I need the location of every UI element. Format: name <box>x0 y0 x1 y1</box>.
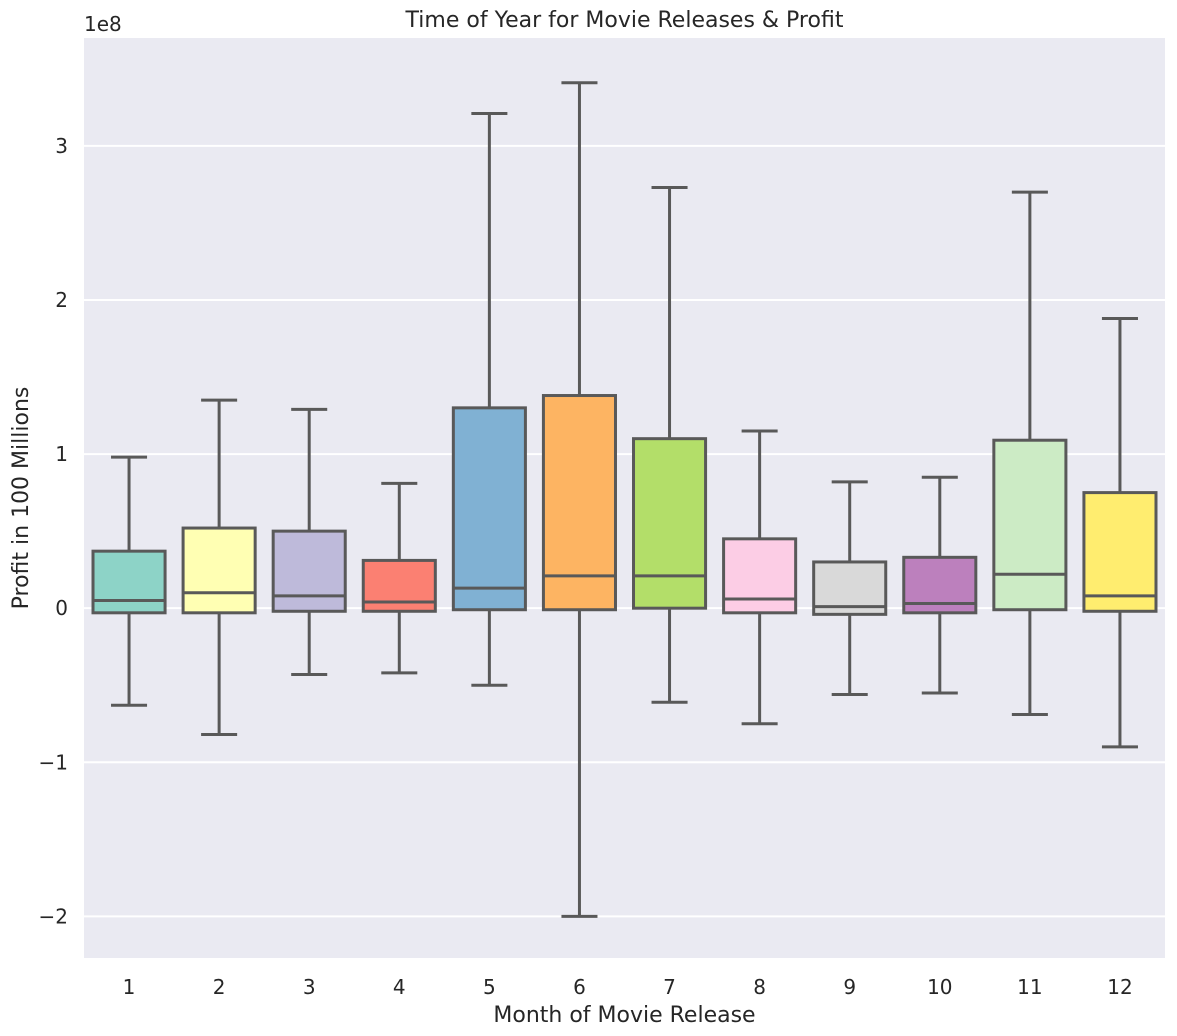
grid-lines <box>84 144 1165 918</box>
box-iqr <box>271 529 347 613</box>
x-tick-label: 7 <box>663 975 676 999</box>
plot-area <box>84 38 1165 958</box>
y-tick-label: 0 <box>55 596 68 620</box>
box-month-1 <box>91 455 167 707</box>
y-tick-label: 3 <box>55 134 68 158</box>
box-iqr <box>1082 491 1158 613</box>
x-tick-label: 10 <box>927 975 952 999</box>
box-month-3 <box>271 407 347 676</box>
x-tick-label: 6 <box>573 975 586 999</box>
box-iqr <box>361 558 437 613</box>
x-tick-label: 4 <box>393 975 406 999</box>
box-month-2 <box>181 398 257 737</box>
x-tick-label: 2 <box>213 975 226 999</box>
y-tick-label: 2 <box>55 288 68 312</box>
x-tick-label: 5 <box>483 975 496 999</box>
box-iqr <box>992 438 1068 612</box>
box-iqr <box>181 526 257 615</box>
box-month-4 <box>361 481 437 675</box>
box-month-12 <box>1082 316 1158 749</box>
x-tick-labels: 1 2 3 4 5 6 7 8 9 10 11 12 <box>123 975 1133 999</box>
x-tick-label: 11 <box>1017 975 1042 999</box>
box-month-9 <box>812 480 888 696</box>
box-iqr <box>541 394 617 612</box>
y-tick-label: 1 <box>55 442 68 466</box>
box-iqr <box>722 537 798 615</box>
x-tick-label: 9 <box>843 975 856 999</box>
y-tick-labels: −2 −1 0 1 2 3 <box>39 134 68 929</box>
x-tick-label: 1 <box>123 975 136 999</box>
box-month-8 <box>722 429 798 726</box>
box-month-10 <box>902 475 978 695</box>
x-tick-label: 12 <box>1107 975 1132 999</box>
box-month-5 <box>451 112 527 687</box>
y-tick-label: −1 <box>39 750 68 774</box>
chart-title: Time of Year for Movie Releases & Profit <box>405 8 844 33</box>
x-axis-title: Month of Movie Release <box>493 1003 755 1028</box>
x-tick-label: 8 <box>753 975 766 999</box>
box-iqr <box>91 549 167 615</box>
boxes <box>91 81 1158 918</box>
x-tick-label: 3 <box>303 975 316 999</box>
y-axis-offset-label: 1e8 <box>84 12 122 36</box>
box-month-6 <box>541 81 617 918</box>
box-iqr <box>451 406 527 612</box>
y-tick-label: −2 <box>39 904 68 928</box>
box-month-7 <box>632 185 708 704</box>
box-iqr <box>632 437 708 610</box>
box-month-11 <box>992 190 1068 717</box>
y-axis-title: Profit in 100 Millions <box>9 387 34 610</box>
